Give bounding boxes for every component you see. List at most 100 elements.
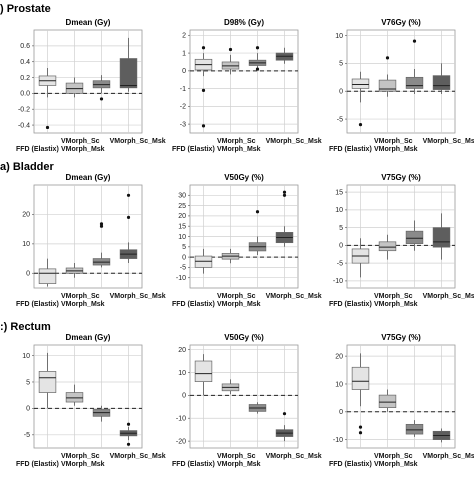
category-label-vmorph-sc: VMorph_Sc (374, 293, 413, 300)
row-title-prostate: ) Prostate (0, 3, 51, 15)
y-tick-label: 10 (22, 241, 30, 248)
category-label-vmorph-msk: VMorph_Msk (217, 301, 261, 308)
outlier-point (255, 46, 260, 50)
panel-title: V75Gy (%) (381, 173, 421, 182)
category-label-vmorph-msk: VMorph_Msk (61, 301, 105, 308)
category-label-vmorph-msk: VMorph_Msk (374, 146, 418, 153)
box-vmorph-sc-msk (432, 428, 451, 443)
box-vmorph-msk (405, 420, 424, 437)
outlier-point (385, 56, 390, 60)
y-tick-label: 5 (26, 379, 30, 386)
plot-frame (346, 184, 456, 289)
box-vmorph-msk (405, 39, 424, 95)
category-label-ffd: FFD (Elastix) (172, 301, 215, 308)
y-tick-label: 30 (178, 193, 186, 200)
box-vmorph-sc (378, 389, 397, 412)
plot-frame (346, 29, 456, 134)
outlier-point (228, 47, 233, 52)
category-label-vmorph-sc-msk: VMorph_Sc_Msk (266, 293, 322, 300)
y-tick-label: -1 (180, 86, 186, 93)
category-label-vmorph-msk: VMorph_Msk (217, 461, 261, 468)
y-tick-label: -2 (180, 104, 186, 111)
outlier-point (255, 210, 260, 214)
panel-title: Dmean (Gy) (66, 18, 111, 27)
plot-frame (33, 344, 143, 449)
category-label-ffd: FFD (Elastix) (329, 146, 372, 153)
box-vmorph-sc (378, 234, 397, 260)
y-tick-label: 5 (339, 61, 343, 68)
y-tick-label: 10 (178, 370, 186, 377)
y-tick-label: -10 (176, 416, 186, 423)
y-tick-label: 10 (335, 33, 343, 40)
y-tick-label: 20 (22, 212, 30, 219)
category-label-ffd: FFD (Elastix) (16, 146, 59, 153)
box-vmorph-sc-msk (119, 422, 138, 446)
outlier-point (358, 123, 363, 127)
category-label-ffd: FFD (Elastix) (329, 461, 372, 468)
outlier-point (99, 224, 104, 228)
category-label-vmorph-msk: VMorph_Msk (61, 146, 105, 153)
outlier-point (255, 67, 260, 71)
category-label-ffd: FFD (Elastix) (16, 301, 59, 308)
category-label-vmorph-sc: VMorph_Sc (374, 453, 413, 460)
y-tick-label: -20 (176, 438, 186, 445)
category-label-vmorph-sc: VMorph_Sc (61, 293, 100, 300)
y-tick-label: 0 (26, 406, 30, 413)
box-vmorph-sc (65, 384, 84, 406)
y-tick-label: 5 (339, 225, 343, 232)
box-iqr (378, 394, 397, 408)
box-iqr (38, 268, 57, 284)
box-vmorph-sc-msk (119, 37, 138, 92)
outlier-point (126, 442, 131, 446)
category-label-vmorph-msk: VMorph_Msk (61, 461, 105, 468)
y-tick-label: -10 (333, 278, 343, 285)
y-tick-label: 15 (178, 224, 186, 231)
box-vmorph-sc (378, 56, 397, 97)
y-tick-label: -5 (24, 432, 30, 439)
y-tick-label: -0.4 (18, 122, 30, 129)
box-ffd-elastix- (351, 238, 370, 278)
box-ffd-elastix- (351, 353, 370, 435)
box-iqr (65, 392, 84, 403)
category-label-vmorph-sc: VMorph_Sc (61, 138, 100, 145)
y-tick-label: -0.2 (18, 107, 30, 114)
category-label-vmorph-sc: VMorph_Sc (217, 293, 256, 300)
box-ffd-elastix- (194, 354, 213, 396)
panel-prostate-1: Dmean (Gy) -0.4 -0.2 0.0 0.2 0.4 0.6 FFD (Elast… (16, 18, 166, 153)
box-vmorph-msk (92, 75, 111, 101)
y-tick-label: 10 (335, 207, 343, 214)
plot-frame (33, 184, 143, 289)
category-label-ffd: FFD (Elastix) (172, 461, 215, 468)
outlier-point (45, 125, 50, 130)
box-iqr (405, 76, 424, 89)
outlier-point (201, 46, 206, 50)
plot-frame (33, 29, 143, 134)
box-vmorph-sc-msk (275, 190, 294, 247)
panel-title: V50Gy (%) (224, 173, 264, 182)
y-tick-label: -5 (337, 116, 343, 123)
box-vmorph-sc (221, 47, 240, 75)
category-label-ffd: FFD (Elastix) (172, 146, 215, 153)
outlier-point (282, 190, 287, 194)
outlier-point (99, 97, 104, 101)
outlier-point (358, 425, 363, 429)
box-vmorph-msk (405, 220, 424, 251)
y-tick-label: 0 (26, 271, 30, 278)
box-vmorph-msk (92, 405, 111, 422)
box-vmorph-sc (221, 379, 240, 395)
y-tick-label: 0 (339, 89, 343, 96)
outlier-point (282, 412, 287, 416)
y-tick-label: 0 (339, 409, 343, 416)
panel-title: D98% (Gy) (224, 18, 264, 27)
box-ffd-elastix- (38, 258, 57, 287)
box-vmorph-msk (248, 46, 267, 71)
box-iqr (378, 79, 397, 92)
category-label-vmorph-sc-msk: VMorph_Sc_Msk (423, 138, 474, 145)
